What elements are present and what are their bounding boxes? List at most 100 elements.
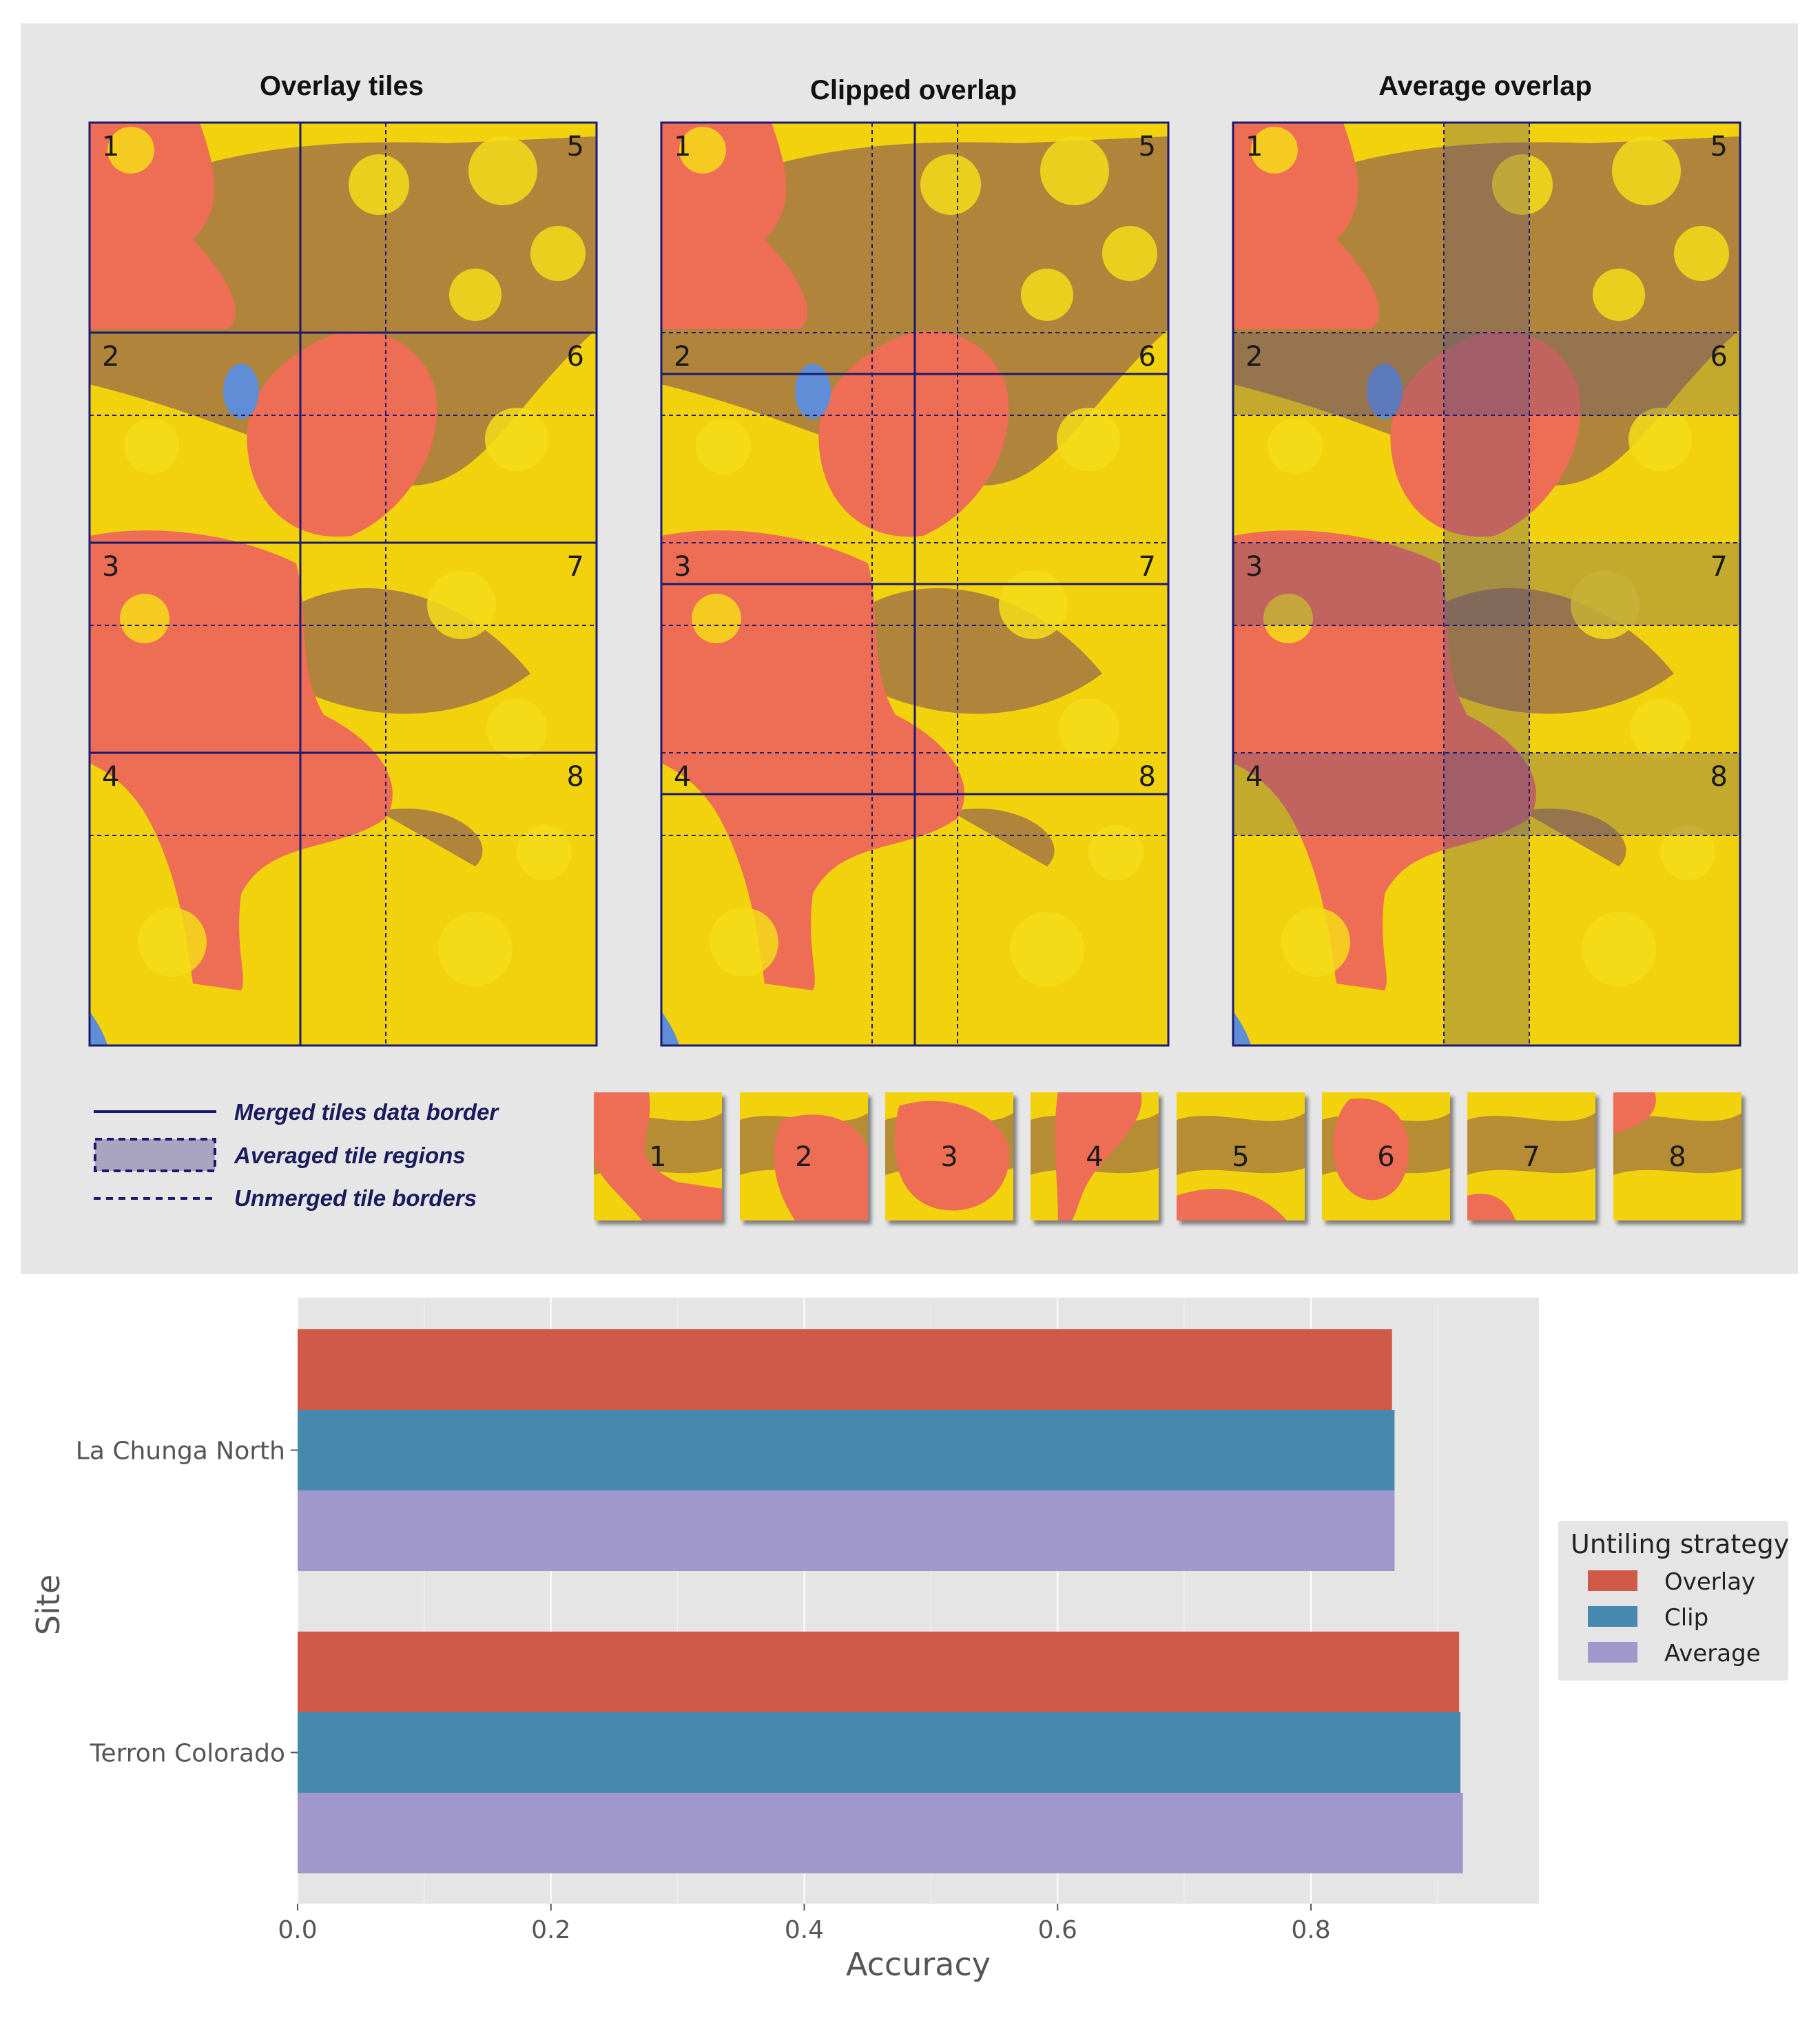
- tree-crown-2: [1612, 136, 1681, 205]
- bar-clip-0: [298, 1410, 1395, 1490]
- tree-crown-8: [1263, 594, 1313, 643]
- legend-swatch-clip: [1588, 1606, 1637, 1627]
- tree-crown-11: [1582, 912, 1656, 986]
- tree-crown-2: [468, 136, 537, 205]
- map-average-overlap: 1 2 3 4 5 6 7 8: [1232, 121, 1741, 1047]
- x-tick-label-0: 0.0: [278, 1916, 317, 1944]
- tile-number-3: 3: [102, 551, 119, 583]
- tree-crown-12: [1088, 825, 1144, 880]
- tree-crown-10: [1281, 908, 1350, 977]
- tree-crown-7: [999, 570, 1068, 639]
- tile-number-7: 7: [567, 551, 584, 583]
- thumbnail-number: 1: [649, 1141, 666, 1173]
- map-outer-border: [88, 121, 598, 1047]
- tile-number-6: 6: [1139, 341, 1156, 373]
- tile-number-7: 7: [1139, 551, 1156, 583]
- tile-number-6: 6: [567, 341, 584, 373]
- bar-overlay-1: [298, 1632, 1460, 1712]
- map-outer-border: [660, 121, 1170, 1047]
- tile-thumbnails: 1 2 3 4 5 6 7 8: [594, 1092, 1741, 1220]
- thumbnail-number: 5: [1232, 1141, 1249, 1173]
- thumbnail-8: 8: [1613, 1092, 1741, 1220]
- tree-crown-6: [1057, 408, 1120, 471]
- red-area-south: [90, 530, 393, 990]
- brown-area-1: [296, 588, 530, 714]
- brown-area-1: [1440, 588, 1674, 714]
- red-area-central: [818, 331, 1009, 537]
- brown-area-2: [951, 809, 1055, 866]
- red-area-south: [661, 530, 964, 990]
- chart-legend: Untiling strategy Overlay Clip Average: [1558, 1521, 1789, 1681]
- brown-area-0: [1233, 136, 1740, 486]
- thumbnail-number: 6: [1377, 1141, 1394, 1173]
- tree-crown-5: [124, 419, 179, 474]
- thumbnail-1: 1: [594, 1092, 722, 1220]
- tile-number-4: 4: [102, 761, 119, 793]
- tree-crown-2: [1040, 136, 1109, 205]
- legend-label-average: Average: [1664, 1640, 1761, 1667]
- thumbnail-number: 3: [940, 1141, 958, 1173]
- averaged-region-column: [1444, 123, 1529, 1046]
- tree-crown-9: [1058, 698, 1119, 759]
- tile-number-1: 1: [674, 131, 691, 163]
- thumbnail-brown: [1467, 1113, 1595, 1175]
- tree-crown-7: [1571, 570, 1640, 639]
- bar-average-1: [298, 1793, 1463, 1873]
- accuracy-bar-chart: 0.0 0.2 0.4 0.6 0.8 La Chunga North Terron Co…: [30, 1298, 1789, 1983]
- legend-label-clip: Clip: [1664, 1604, 1708, 1632]
- thumbnail-red: [1613, 1092, 1656, 1134]
- thumbnail-5: 5: [1177, 1092, 1305, 1220]
- tree-crown-3: [1674, 226, 1729, 281]
- legend-merged-label: Merged tiles data border: [234, 1099, 499, 1125]
- legend-swatch-average: [1588, 1642, 1637, 1663]
- legend-averaged-label: Averaged tile regions: [234, 1143, 466, 1168]
- bar-overlay-0: [298, 1329, 1392, 1410]
- tile-number-6: 6: [1710, 341, 1728, 373]
- y-tick-label-0: La Chunga North: [76, 1437, 285, 1466]
- tile-number-3: 3: [1245, 551, 1263, 583]
- tree-crown-8: [692, 594, 741, 643]
- map-legend: Merged tiles data border Averaged tile r…: [94, 1099, 499, 1211]
- water-corner: [90, 1011, 107, 1046]
- panel-title-clipped: Clipped overlap: [810, 75, 1017, 105]
- tree-crown-1: [349, 154, 409, 215]
- thumbnail-brown: [1613, 1113, 1741, 1175]
- tile-number-8: 8: [567, 761, 584, 793]
- tree-crown-4: [1593, 269, 1645, 321]
- map-overlay-tiles: 1 2 3 4 5 6 7 8: [88, 121, 598, 1047]
- tree-crown-1: [920, 154, 981, 215]
- brown-area-2: [379, 809, 483, 866]
- thumbnail-brown: [1177, 1113, 1305, 1175]
- thumbnail-red: [1177, 1189, 1287, 1220]
- brown-area-0: [90, 136, 597, 486]
- tile-number-8: 8: [1139, 761, 1156, 793]
- tile-number-4: 4: [1245, 761, 1263, 793]
- tree-crown-12: [517, 825, 572, 880]
- thumbnail-number: 7: [1522, 1141, 1540, 1173]
- tile-number-7: 7: [1710, 551, 1728, 583]
- tree-crown-9: [486, 698, 547, 759]
- tree-crown-5: [1268, 419, 1323, 474]
- tree-crown-3: [530, 226, 586, 281]
- legend-box: [1558, 1521, 1788, 1681]
- tree-crown-0: [679, 127, 726, 174]
- tree-crown-11: [1010, 912, 1084, 986]
- tree-crown-5: [696, 419, 751, 474]
- x-tick-label-2: 0.4: [785, 1916, 824, 1944]
- water-body: [223, 364, 259, 419]
- tree-crown-6: [485, 408, 548, 471]
- tile-number-2: 2: [674, 341, 691, 373]
- tree-crown-0: [1251, 127, 1298, 174]
- tile-number-1: 1: [102, 131, 119, 163]
- x-tick-label-3: 0.6: [1038, 1916, 1077, 1944]
- tile-number-2: 2: [1245, 341, 1263, 373]
- tree-crown-12: [1660, 825, 1715, 880]
- averaged-region-row-2: [1233, 753, 1740, 835]
- thumbnail-4: 4: [1031, 1092, 1159, 1220]
- tree-crown-4: [1021, 269, 1073, 321]
- thumbnail-number: 2: [795, 1141, 812, 1173]
- tree-crown-7: [427, 570, 496, 639]
- tree-crown-3: [1102, 226, 1157, 281]
- tile-number-3: 3: [674, 551, 691, 583]
